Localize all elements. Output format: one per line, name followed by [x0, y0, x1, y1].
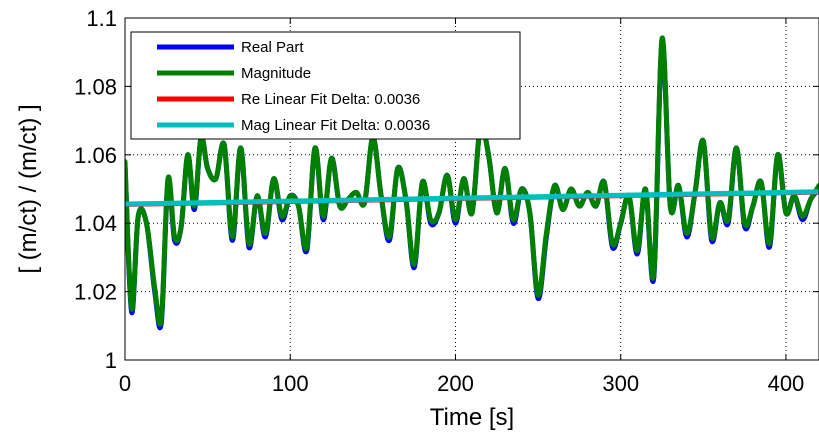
- legend-entry-re-fit-label: Re Linear Fit Delta: 0.0036: [241, 91, 420, 108]
- legend: Real Part Magnitude Re Linear Fit Delta: 0…: [130, 31, 521, 140]
- x-tick-label: 100: [272, 371, 309, 396]
- magnitude-line: [125, 35, 819, 327]
- legend-entry-real-part-label: Real Part: [241, 39, 304, 56]
- x-tick-label: 300: [602, 371, 639, 396]
- legend-box: [130, 31, 521, 140]
- series-lines: [125, 35, 819, 331]
- y-tick-label: 1.08: [74, 74, 117, 99]
- x-tick-label: 200: [437, 371, 474, 396]
- y-tick-label: 1.02: [74, 280, 117, 305]
- y-tick-label: 1.04: [74, 211, 117, 236]
- y-tick-label: 1: [105, 348, 117, 373]
- plot-frame: [124, 17, 819, 361]
- x-axis-label: Time [s]: [430, 404, 514, 431]
- legend-entry-mag-fit-label: Mag Linear Fit Delta: 0.0036: [241, 117, 430, 134]
- y-tick-label: 1.06: [74, 143, 117, 168]
- mag-linear-fit-line: [125, 189, 819, 207]
- x-tick-label: 400: [768, 371, 805, 396]
- axis-ticks: 0 100 200 300 400 1 1.02 1.04 1.06 1.08 1.1: [74, 6, 819, 396]
- y-axis-label: [ (m/ct) / (m/ct) ]: [15, 104, 42, 273]
- y-tick-label: 1.1: [86, 6, 117, 31]
- legend-entry-magnitude-label: Magnitude: [241, 65, 311, 82]
- x-tick-label: 0: [119, 371, 131, 396]
